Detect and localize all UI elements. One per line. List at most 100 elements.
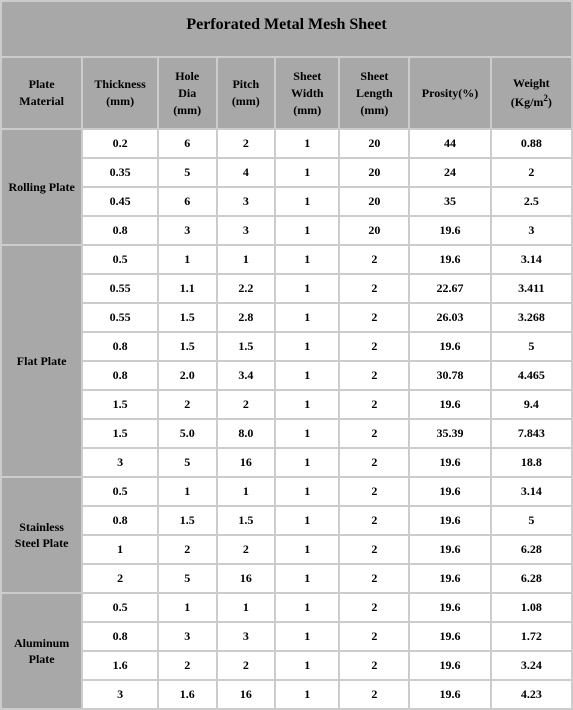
table-row: 1221219.66.28 <box>2 536 571 563</box>
column-header: Weight(Kg/m2) <box>492 58 571 128</box>
data-cell: 1.1 <box>159 275 216 302</box>
data-cell: 5.0 <box>159 420 216 447</box>
data-cell: 2 <box>340 594 408 621</box>
table-title: Perforated Metal Mesh Sheet <box>2 2 571 56</box>
data-cell: 19.6 <box>410 565 489 592</box>
data-cell: 2 <box>218 652 275 679</box>
data-cell: 0.8 <box>83 217 157 244</box>
data-cell: 1 <box>276 536 338 563</box>
data-cell: 1 <box>276 420 338 447</box>
data-cell: 2 <box>218 536 275 563</box>
data-cell: 20 <box>340 188 408 215</box>
data-cell: 2 <box>159 536 216 563</box>
table-row: 0.551.12.21222.673.411 <box>2 275 571 302</box>
data-cell: 16 <box>218 565 275 592</box>
data-cell: 2.8 <box>218 304 275 331</box>
data-cell: 2 <box>492 159 571 186</box>
title-row: Perforated Metal Mesh Sheet <box>2 2 571 56</box>
data-cell: 44 <box>410 130 489 157</box>
data-cell: 1 <box>276 217 338 244</box>
data-cell: 2 <box>340 478 408 505</box>
data-cell: 3 <box>218 188 275 215</box>
data-cell: 2 <box>340 652 408 679</box>
data-cell: 0.45 <box>83 188 157 215</box>
data-cell: 19.6 <box>410 681 489 708</box>
data-cell: 26.03 <box>410 304 489 331</box>
column-header: SheetLength(mm) <box>340 58 408 128</box>
data-cell: 2 <box>340 275 408 302</box>
data-cell: 2 <box>340 681 408 708</box>
data-cell: 1.5 <box>159 333 216 360</box>
data-cell: 20 <box>340 130 408 157</box>
table-body: Rolling Plate0.262120440.880.35541202420… <box>2 130 571 708</box>
data-cell: 2 <box>340 536 408 563</box>
data-cell: 1 <box>83 536 157 563</box>
data-cell: 4.465 <box>492 362 571 389</box>
data-cell: 1 <box>218 246 275 273</box>
data-cell: 30.78 <box>410 362 489 389</box>
data-cell: 19.6 <box>410 391 489 418</box>
data-cell: 1 <box>276 246 338 273</box>
data-cell: 6 <box>159 188 216 215</box>
data-cell: 1.5 <box>83 420 157 447</box>
data-cell: 19.6 <box>410 594 489 621</box>
column-header: Prosity(%) <box>410 58 489 128</box>
data-cell: 35 <box>410 188 489 215</box>
data-cell: 3 <box>218 623 275 650</box>
data-cell: 1 <box>276 478 338 505</box>
data-cell: 20 <box>340 159 408 186</box>
material-cell: Flat Plate <box>2 246 81 476</box>
data-cell: 2 <box>340 565 408 592</box>
data-cell: 0.2 <box>83 130 157 157</box>
column-header: HoleDia(mm) <box>159 58 216 128</box>
table-row: Rolling Plate0.262120440.88 <box>2 130 571 157</box>
data-cell: 1.72 <box>492 623 571 650</box>
data-cell: 19.6 <box>410 246 489 273</box>
material-cell: Rolling Plate <box>2 130 81 244</box>
table-row: 0.83312019.63 <box>2 217 571 244</box>
data-cell: 3.14 <box>492 478 571 505</box>
data-cell: 2.5 <box>492 188 571 215</box>
material-cell: StainlessSteel Plate <box>2 478 81 592</box>
data-cell: 1 <box>276 159 338 186</box>
column-header: SheetWidth(mm) <box>276 58 338 128</box>
data-cell: 1 <box>276 652 338 679</box>
data-cell: 22.67 <box>410 275 489 302</box>
data-cell: 0.8 <box>83 623 157 650</box>
data-cell: 2.2 <box>218 275 275 302</box>
data-cell: 0.8 <box>83 507 157 534</box>
table-row: 0.82.03.41230.784.465 <box>2 362 571 389</box>
material-cell: AluminumPlate <box>2 594 81 708</box>
data-cell: 1 <box>276 130 338 157</box>
data-cell: 16 <box>218 681 275 708</box>
data-cell: 8.0 <box>218 420 275 447</box>
table-row: 1.6221219.63.24 <box>2 652 571 679</box>
data-cell: 2 <box>340 420 408 447</box>
data-cell: 1 <box>159 594 216 621</box>
data-cell: 3.411 <box>492 275 571 302</box>
data-cell: 2 <box>83 565 157 592</box>
data-cell: 1 <box>276 188 338 215</box>
data-cell: 3 <box>83 449 157 476</box>
data-cell: 1 <box>276 391 338 418</box>
data-cell: 0.35 <box>83 159 157 186</box>
data-cell: 7.843 <box>492 420 571 447</box>
data-cell: 19.6 <box>410 478 489 505</box>
data-cell: 20 <box>340 217 408 244</box>
data-cell: 5 <box>159 565 216 592</box>
data-cell: 0.88 <box>492 130 571 157</box>
table-container: Perforated Metal Mesh Sheet PlateMateria… <box>0 0 573 710</box>
data-cell: 3 <box>492 217 571 244</box>
data-cell: 18.8 <box>492 449 571 476</box>
data-cell: 1 <box>276 275 338 302</box>
data-cell: 3.24 <box>492 652 571 679</box>
data-cell: 1 <box>218 478 275 505</box>
data-cell: 16 <box>218 449 275 476</box>
data-cell: 2 <box>340 362 408 389</box>
data-cell: 1.5 <box>218 507 275 534</box>
data-cell: 1.08 <box>492 594 571 621</box>
data-cell: 1.5 <box>218 333 275 360</box>
data-cell: 3 <box>159 217 216 244</box>
table-row: 0.551.52.81226.033.268 <box>2 304 571 331</box>
table-row: 0.81.51.51219.65 <box>2 333 571 360</box>
